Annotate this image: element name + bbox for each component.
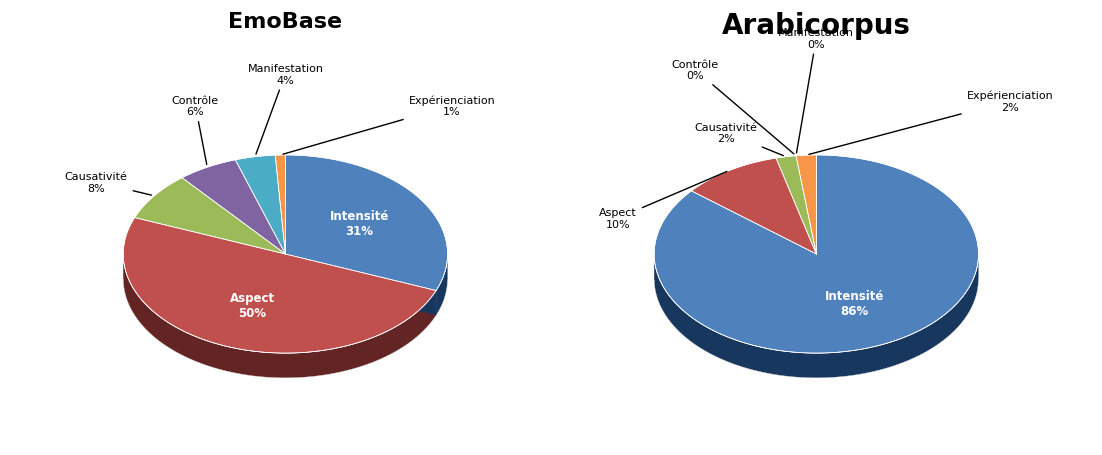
- Polygon shape: [182, 161, 285, 254]
- Text: Arabicorpus: Arabicorpus: [722, 12, 911, 40]
- Polygon shape: [236, 156, 285, 254]
- Polygon shape: [285, 254, 436, 316]
- Polygon shape: [776, 157, 817, 254]
- Polygon shape: [285, 254, 436, 316]
- Text: Expérienciation
2%: Expérienciation 2%: [809, 91, 1054, 155]
- Text: Expérienciation
1%: Expérienciation 1%: [283, 95, 496, 155]
- Polygon shape: [436, 255, 447, 316]
- Text: Manifestation
0%: Manifestation 0%: [778, 28, 854, 154]
- Text: Aspect
50%: Aspect 50%: [230, 291, 276, 319]
- Polygon shape: [285, 156, 447, 291]
- Polygon shape: [276, 156, 285, 254]
- Text: Contrôle
0%: Contrôle 0%: [671, 60, 793, 155]
- Polygon shape: [796, 156, 817, 254]
- Text: Causativité
2%: Causativité 2%: [695, 122, 784, 157]
- Polygon shape: [655, 279, 979, 378]
- Text: EmoBase: EmoBase: [228, 12, 343, 32]
- Text: Causativité
8%: Causativité 8%: [65, 172, 151, 196]
- Text: Intensité
31%: Intensité 31%: [329, 210, 389, 238]
- Text: Manifestation
4%: Manifestation 4%: [248, 64, 323, 155]
- Text: Contrôle
6%: Contrôle 6%: [172, 96, 219, 165]
- Text: Intensité
86%: Intensité 86%: [824, 290, 884, 318]
- Polygon shape: [123, 279, 447, 378]
- Polygon shape: [655, 255, 979, 378]
- Polygon shape: [655, 156, 979, 354]
- Polygon shape: [134, 178, 285, 254]
- Polygon shape: [123, 255, 436, 378]
- Polygon shape: [691, 159, 817, 254]
- Text: Aspect
10%: Aspect 10%: [599, 172, 727, 229]
- Polygon shape: [123, 218, 436, 354]
